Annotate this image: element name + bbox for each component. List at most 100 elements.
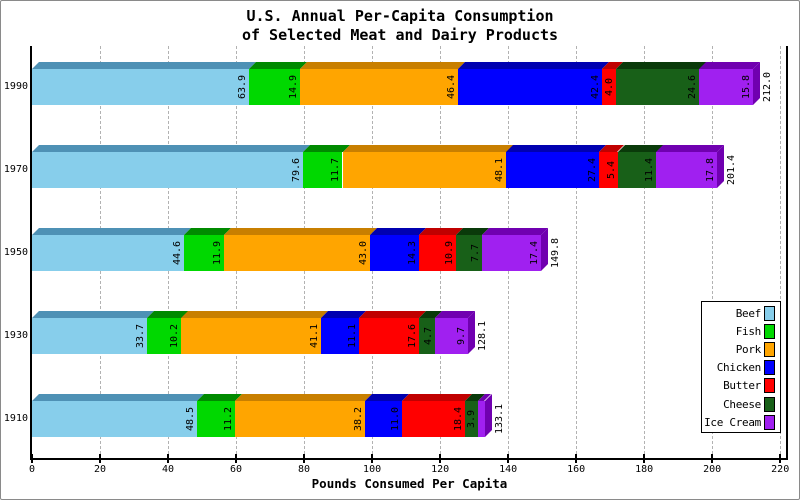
bar-segment-1930-pork: 41.1 bbox=[181, 311, 329, 354]
bar-segment-top-face bbox=[402, 394, 472, 401]
segment-value-label: 11.2 bbox=[223, 406, 235, 432]
x-tick bbox=[31, 454, 33, 463]
bar-segment-top-face bbox=[224, 228, 378, 235]
bar-segment-top-face bbox=[299, 62, 465, 69]
segment-value-label: 11.4 bbox=[644, 157, 656, 183]
x-tick-label: 140 bbox=[499, 464, 518, 475]
x-tick-label: 200 bbox=[703, 464, 722, 475]
segment-value-label: 14.9 bbox=[287, 74, 299, 100]
bar-segment-1950-cheese: 7.7 bbox=[456, 228, 490, 271]
bar-segment-1930-fish: 10.2 bbox=[146, 311, 189, 354]
segment-value-label: 11.7 bbox=[330, 157, 342, 183]
bar-segment-1910-fish: 11.2 bbox=[196, 394, 243, 437]
bar-total-label: 201.4 bbox=[725, 154, 737, 186]
bar-segment-1910-beef: 48.5 bbox=[32, 394, 204, 437]
bar-segment-top-face bbox=[358, 311, 426, 318]
x-tick bbox=[303, 454, 306, 463]
bar-total-label: 212.0 bbox=[761, 71, 773, 103]
segment-value-label: 79.6 bbox=[290, 157, 302, 183]
bar-segment-1990-beef: 63.9 bbox=[32, 62, 257, 105]
legend-label-fish: Fish bbox=[735, 324, 762, 338]
segment-value-label: 41.1 bbox=[309, 323, 321, 349]
y-axis-label-1970: 1970 bbox=[3, 164, 28, 175]
legend-swatch-beef bbox=[764, 305, 775, 321]
segment-value-label: 48.5 bbox=[184, 406, 196, 432]
y-axis-line bbox=[30, 46, 32, 460]
bar-total-label: 133.1 bbox=[493, 403, 505, 435]
legend-swatch-butter bbox=[764, 378, 775, 394]
segment-value-label: 3.9 bbox=[466, 409, 478, 429]
x-axis-title: Pounds Consumed Per Capita bbox=[311, 476, 508, 491]
legend-item-fish: Fish bbox=[702, 322, 780, 340]
x-tick-label: 100 bbox=[363, 464, 382, 475]
x-tick-label: 160 bbox=[567, 464, 586, 475]
segment-value-label: 17.6 bbox=[406, 323, 418, 349]
bar-segment-1970-cheese: 11.4 bbox=[617, 145, 664, 188]
legend-swatch-fish bbox=[764, 323, 775, 339]
bar-segment-side-face bbox=[752, 62, 760, 105]
y-axis-label-1990: 1990 bbox=[3, 81, 28, 92]
bar-segment-top-face bbox=[181, 311, 329, 318]
legend-item-cheese: Cheese bbox=[702, 395, 780, 413]
bar-segment-1970-chicken: 27.4 bbox=[506, 145, 607, 188]
segment-value-label: 43.0 bbox=[358, 240, 370, 266]
x-tick-label: 120 bbox=[431, 464, 450, 475]
bar-segment-1990-cheese: 24.6 bbox=[615, 62, 707, 105]
legend: Beef Fish Pork Chicken Butter Cheese Ice Cream bbox=[701, 301, 781, 433]
legend-item-beef: Beef bbox=[702, 304, 780, 322]
x-tick-label: 220 bbox=[771, 464, 790, 475]
segment-value-label: 10.2 bbox=[169, 323, 181, 349]
legend-swatch-chicken bbox=[764, 360, 775, 376]
x-tick-label: 0 bbox=[28, 464, 36, 475]
chart-title-line1: U.S. Annual Per-Capita Consumption bbox=[246, 7, 554, 25]
bar-segment-top-face bbox=[342, 145, 514, 152]
legend-swatch-pork bbox=[764, 341, 775, 357]
bar-segment-1950-pork: 43.0 bbox=[224, 228, 378, 271]
legend-label-pork: Pork bbox=[735, 342, 762, 356]
bar-segment-1910-pork: 38.2 bbox=[235, 394, 372, 437]
legend-item-chicken: Chicken bbox=[702, 359, 780, 377]
bar-segment-1970-pork: 48.1 bbox=[342, 145, 514, 188]
legend-swatch-cheese bbox=[764, 396, 775, 412]
gridline bbox=[779, 46, 781, 454]
legend-label-chicken: Chicken bbox=[716, 361, 762, 375]
x-axis-line bbox=[30, 458, 788, 460]
segment-value-label: 9.7 bbox=[455, 326, 467, 346]
chart-title-line2: of Selected Meat and Dairy Products bbox=[241, 26, 559, 44]
legend-swatch-ice-cream bbox=[764, 414, 775, 430]
legend-label-cheese: Cheese bbox=[723, 397, 761, 411]
bar-segment-1990-fish: 14.9 bbox=[249, 62, 307, 105]
bar-segment-top-face bbox=[32, 145, 310, 152]
bar-segment-1930-butter: 17.6 bbox=[358, 311, 426, 354]
bar-segment-top-face bbox=[482, 228, 549, 235]
segment-value-label: 15.8 bbox=[740, 74, 752, 100]
bar-segment-1910-cheese: 3.9 bbox=[464, 394, 486, 437]
segment-value-label: 11.0 bbox=[390, 406, 402, 432]
bar-total-label: 128.1 bbox=[476, 320, 488, 352]
x-tick-label: 20 bbox=[93, 464, 107, 475]
x-tick bbox=[711, 454, 714, 463]
bar-segment-1990-butter: 4.0 bbox=[601, 62, 623, 105]
segment-value-label: 10.9 bbox=[444, 240, 456, 266]
x-tick-label: 40 bbox=[162, 464, 175, 475]
bar-segment-side-face bbox=[467, 311, 475, 354]
bar-segment-top-face bbox=[249, 62, 307, 69]
x-tick bbox=[575, 454, 578, 463]
bar-segment-top-face bbox=[32, 62, 257, 69]
segment-value-label: 18.4 bbox=[452, 406, 464, 432]
segment-value-label: 33.7 bbox=[134, 323, 146, 349]
x-tick bbox=[507, 454, 510, 463]
bar-segment-1970-butter: 5.4 bbox=[599, 145, 625, 188]
segment-value-label: 44.6 bbox=[171, 240, 183, 266]
x-tick-label: 60 bbox=[230, 464, 243, 475]
bar-segment-1990-chicken: 42.4 bbox=[457, 62, 609, 105]
segment-value-label: 5.4 bbox=[605, 160, 617, 180]
bar-segment-1910-chicken: 11.0 bbox=[364, 394, 410, 437]
gridline bbox=[711, 46, 713, 454]
bar-segment-top-face bbox=[615, 62, 707, 69]
bar-segment-1970-beef: 79.6 bbox=[32, 145, 310, 188]
bar-segment-1930-ice-cream: 9.7 bbox=[434, 311, 475, 354]
bar-segment-1910-ice-cream bbox=[478, 394, 492, 437]
bar-segment-top-face bbox=[32, 228, 191, 235]
